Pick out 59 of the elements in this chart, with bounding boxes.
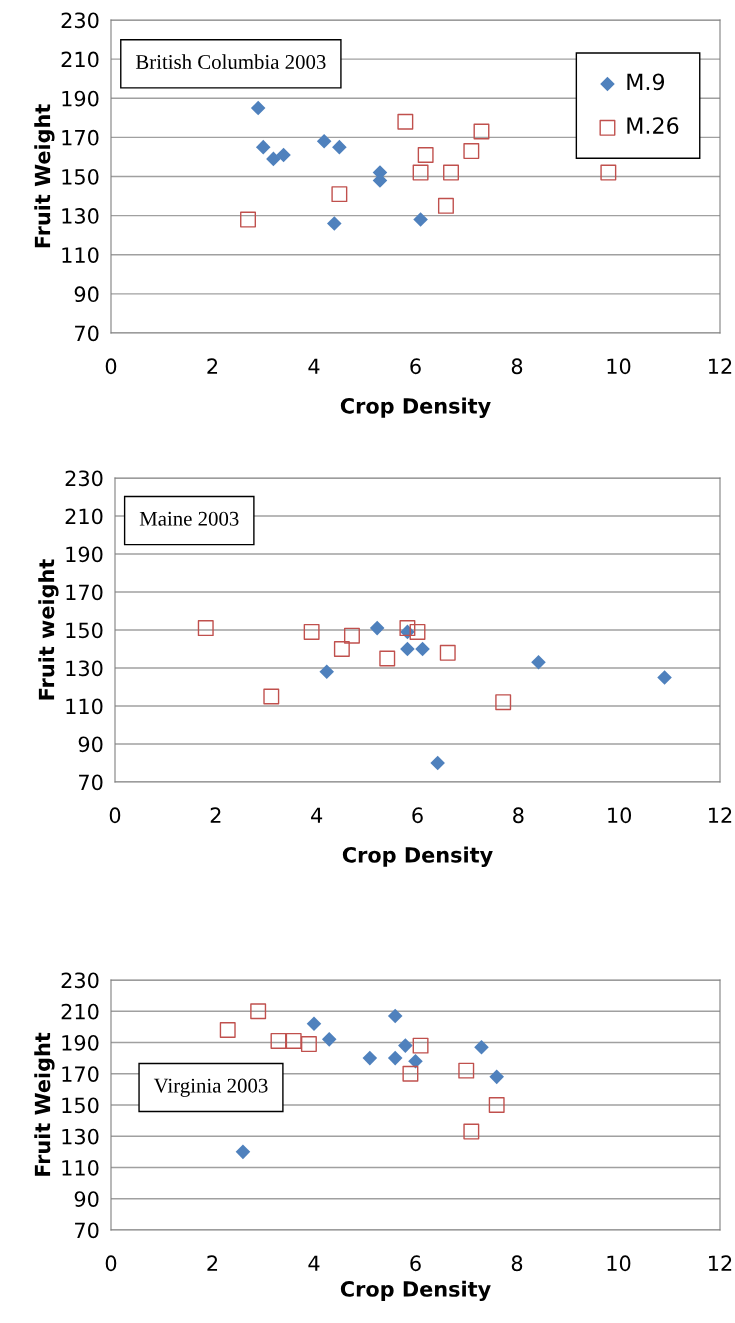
y-tick-label: 210 — [61, 1003, 99, 1020]
y-tick-label: 210 — [65, 508, 103, 525]
x-tick-label: 8 — [511, 358, 523, 375]
text: Maine 2003 — [139, 511, 239, 526]
x-tick-label: 4 — [311, 807, 323, 823]
x-axis-title: Crop Density — [342, 846, 493, 867]
y-tick-label: 170 — [62, 1066, 99, 1082]
x-tick-label: 10 — [607, 1255, 631, 1272]
x-tick-label: 10 — [608, 807, 632, 824]
y-tick-label: 110 — [66, 698, 103, 715]
y-axis-title: Fruit Weight — [34, 1032, 55, 1176]
legend-label: M.9 — [627, 73, 665, 91]
y-tick-label: 110 — [62, 1159, 99, 1176]
y-tick-label: 210 — [61, 51, 99, 68]
y-tick-label: 150 — [62, 168, 99, 185]
x-tick-label: 12 — [709, 807, 732, 823]
x-tick-label: 2 — [207, 1255, 218, 1271]
y-tick-label: 190 — [66, 546, 103, 563]
y-tick-label: 150 — [62, 1097, 99, 1114]
x-tick-label: 8 — [513, 807, 524, 824]
y-tick-label: 190 — [62, 1034, 99, 1051]
x-tick-label: 6 — [410, 1255, 421, 1272]
x-tick-label: 6 — [412, 807, 423, 824]
x-tick-label: 10 — [607, 358, 631, 375]
y-tick-label: 130 — [66, 660, 103, 677]
y-tick-label: 70 — [79, 774, 103, 791]
x-tick-label: 6 — [410, 358, 421, 375]
y-tick-label: 150 — [66, 622, 103, 639]
x-axis-title: Crop Density — [340, 1280, 491, 1302]
y-tick-label: 170 — [66, 584, 103, 601]
y-tick-label: 90 — [74, 286, 99, 303]
y-tick-label: 90 — [74, 1191, 99, 1207]
y-tick-label: 110 — [62, 247, 99, 263]
x-tick-label: 2 — [210, 807, 221, 823]
x-tick-label: 0 — [105, 1255, 117, 1272]
y-tick-label: 170 — [62, 129, 99, 146]
x-tick-label: 0 — [109, 807, 121, 824]
y-tick-label: 70 — [75, 1222, 99, 1239]
x-axis-title: Crop Density — [340, 397, 491, 418]
y-tick-label: 230 — [65, 470, 103, 487]
text: Virginia 2003 — [153, 1078, 268, 1097]
legend-label: M.26 — [627, 117, 679, 134]
y-axis-title: Fruit weight — [38, 559, 59, 700]
x-tick-label: 12 — [709, 1255, 732, 1271]
x-tick-label: 12 — [709, 358, 732, 374]
y-tick-label: 130 — [62, 208, 99, 224]
y-axis-title: Fruit Weight — [34, 104, 55, 248]
y-tick-label: 190 — [62, 90, 99, 107]
x-tick-label: 2 — [207, 358, 218, 374]
y-tick-label: 230 — [61, 972, 99, 989]
y-tick-label: 90 — [78, 736, 103, 753]
y-tick-label: 230 — [61, 12, 99, 29]
y-tick-label: 70 — [75, 325, 99, 342]
x-tick-label: 0 — [105, 358, 117, 375]
y-tick-label: 130 — [62, 1128, 99, 1145]
x-tick-label: 8 — [511, 1255, 523, 1272]
x-tick-label: 4 — [308, 358, 320, 374]
x-tick-label: 4 — [308, 1255, 320, 1271]
text: British Columbia 2003 — [135, 54, 326, 70]
